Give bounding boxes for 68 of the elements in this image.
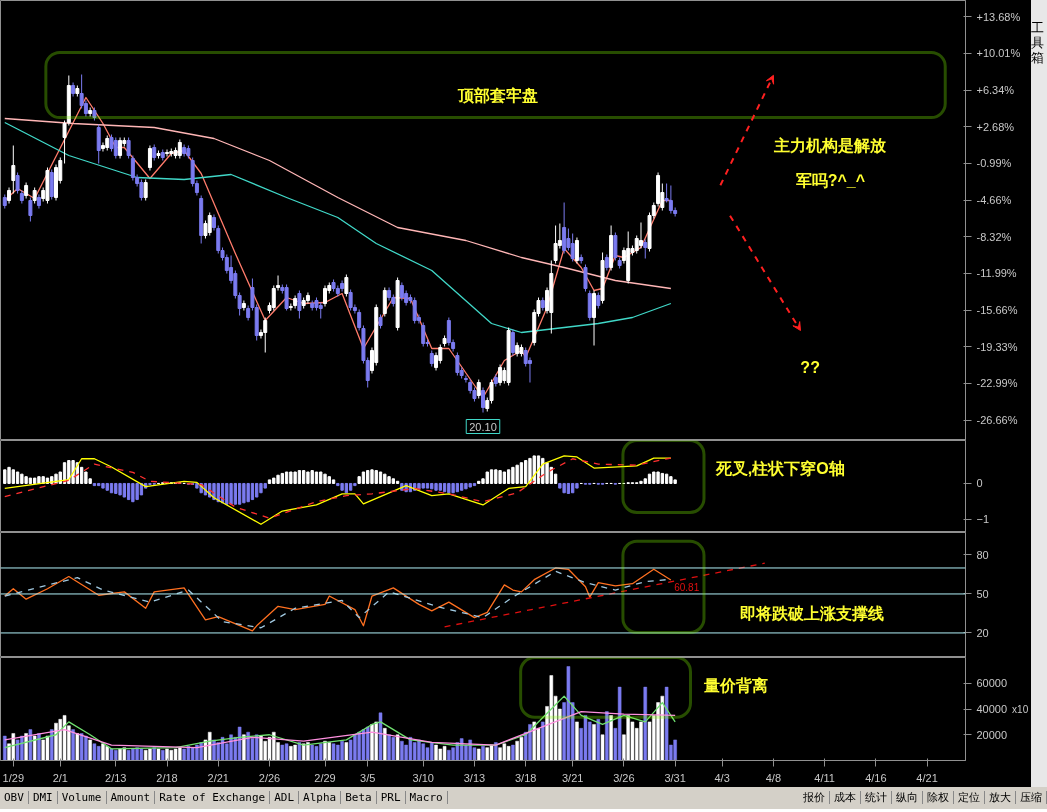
annotation: 军吗?^_^ <box>795 172 866 190</box>
y-tick-label: +13.68% <box>976 10 1021 23</box>
y-tick-label: 50 <box>976 587 989 600</box>
text: Beta <box>341 791 377 804</box>
x-tick-label: 4/16 <box>865 771 887 784</box>
y-tick-label: -11.99% <box>976 267 1017 280</box>
x-tick-label: 3/31 <box>664 771 686 784</box>
y-tick-label: -0.99% <box>976 157 1012 170</box>
x-tick-label: 3/21 <box>561 771 584 784</box>
x-tick-label: 3/26 <box>613 771 635 784</box>
text: 纵向 <box>892 791 923 804</box>
x-tick-label: 2/18 <box>156 771 178 784</box>
y-tick-label: 20 <box>976 626 989 639</box>
x-tick-label: 1/29 <box>2 771 25 784</box>
y-tick-label: 20000 <box>976 728 1008 741</box>
y-tick-label: -8.32% <box>976 230 1012 243</box>
y-tick-label: 40000 <box>976 703 1008 715</box>
annotation: 量价背离 <box>702 675 768 694</box>
x-tick-label: 2/29 <box>314 771 336 784</box>
x-tick-label: 4/8 <box>765 771 782 784</box>
y-tick-label: -26.66% <box>976 414 1018 427</box>
x-tick-label: 3/5 <box>360 771 376 784</box>
text: Rate of Exchange <box>155 791 271 804</box>
y-axis-title: x10 <box>1012 703 1029 715</box>
y-tick-label: +6.34% <box>976 84 1015 97</box>
annotation: 主力机构是解放 <box>773 136 888 155</box>
y-tick-label: -4.66% <box>976 194 1012 207</box>
text: ADL <box>270 791 300 804</box>
y-tick-label: 60000 <box>976 677 1008 690</box>
y-tick-label: 0 <box>976 477 983 490</box>
text: OBV <box>0 791 29 804</box>
x-tick-label: 4/3 <box>714 771 730 784</box>
text: 放大 <box>985 791 1016 804</box>
x-tick-label: 2/1 <box>52 771 68 784</box>
y-tick-label: -15.66% <box>976 304 1018 317</box>
text: 除权 <box>923 791 954 804</box>
x-tick-label: 3/18 <box>514 771 537 784</box>
annotation: 顶部套牢盘 <box>457 86 539 105</box>
annotation: ?? <box>800 358 820 376</box>
text: Amount <box>106 791 156 804</box>
text: 压缩 <box>1016 791 1047 804</box>
annotation: 20.10 <box>469 420 497 433</box>
y-tick-label: 80 <box>976 548 989 561</box>
text: 定位 <box>954 791 985 804</box>
annotation: 死叉,柱状下穿O轴 <box>714 459 845 477</box>
y-tick-label: −1 <box>976 513 990 526</box>
y-tick-label: +10.01% <box>976 47 1021 60</box>
x-tick-label: 4/21 <box>916 771 938 784</box>
text: 报价 <box>799 791 830 804</box>
text: DMI <box>28 791 58 804</box>
text: Volume <box>57 791 107 804</box>
text: Alpha <box>299 791 342 804</box>
annotation: 60.81 <box>674 581 700 593</box>
y-tick-label: -19.33% <box>976 340 1018 353</box>
x-tick-label: 2/13 <box>105 771 127 784</box>
x-tick-label: 4/11 <box>814 771 835 784</box>
x-tick-label: 2/26 <box>258 771 281 784</box>
y-tick-label: +2.68% <box>976 120 1015 133</box>
text: 工具箱 <box>1031 19 1044 65</box>
x-tick-label: 3/13 <box>463 771 486 784</box>
x-tick-label: 3/10 <box>412 771 434 784</box>
text: Macro <box>405 791 448 804</box>
text: 统计 <box>861 791 892 804</box>
annotation: 即将跌破上涨支撑线 <box>740 605 885 623</box>
x-tick-label: 2/21 <box>207 771 229 784</box>
text: 成本 <box>830 791 861 804</box>
text: PRL <box>376 791 406 804</box>
y-tick-label: -22.99% <box>976 377 1018 390</box>
